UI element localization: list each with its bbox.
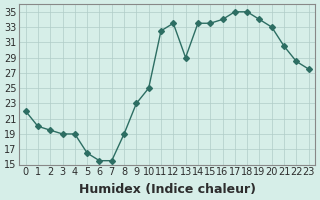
X-axis label: Humidex (Indice chaleur): Humidex (Indice chaleur) <box>79 183 256 196</box>
